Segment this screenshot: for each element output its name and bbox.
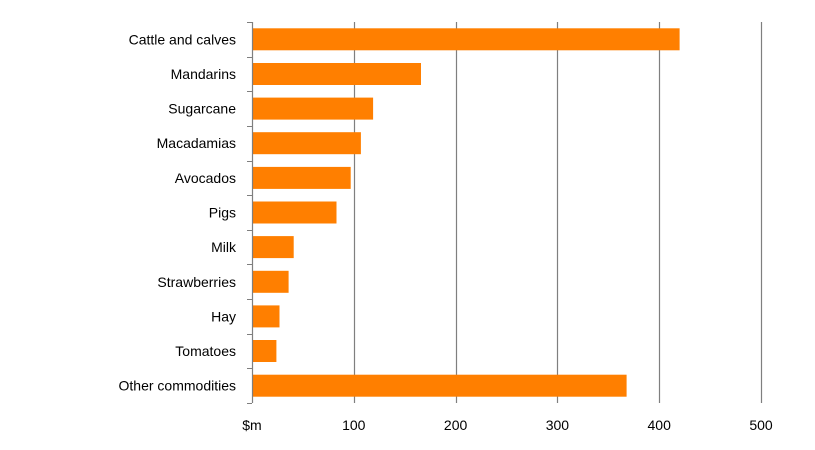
x-tick-label-500: 500 bbox=[749, 417, 773, 433]
category-label: Mandarins bbox=[171, 66, 236, 82]
category-label: Sugarcane bbox=[168, 101, 236, 117]
bar-milk bbox=[252, 236, 294, 259]
bar-cattle-and-calves bbox=[252, 28, 680, 51]
category-label: Cattle and calves bbox=[129, 31, 236, 47]
x-tick-label-300: 300 bbox=[546, 417, 570, 433]
bar-avocados bbox=[252, 166, 351, 189]
bar-macadamias bbox=[252, 132, 361, 155]
bars bbox=[252, 28, 680, 397]
category-label: Avocados bbox=[175, 170, 236, 186]
bar-tomatoes bbox=[252, 340, 277, 362]
bar-other-commodities bbox=[252, 374, 627, 397]
category-labels: Cattle and calves Mandarins Sugarcane Macad… bbox=[119, 31, 237, 393]
category-label: Milk bbox=[211, 239, 237, 255]
x-tick-labels: $m 100 200 300 400 500 bbox=[242, 417, 773, 433]
bar-mandarins bbox=[252, 63, 421, 85]
bar-sugarcane bbox=[252, 97, 374, 120]
x-tick-label-200: 200 bbox=[444, 417, 468, 433]
bar-hay bbox=[252, 305, 280, 328]
category-label: Tomatoes bbox=[175, 343, 236, 359]
x-tick-label-400: 400 bbox=[648, 417, 672, 433]
category-label: Hay bbox=[211, 308, 236, 324]
bar-strawberries bbox=[252, 270, 289, 293]
y-axis bbox=[247, 22, 254, 404]
x-tick-label-100: 100 bbox=[342, 417, 366, 433]
x-axis-label: $m bbox=[242, 417, 261, 433]
category-label: Other commodities bbox=[119, 378, 236, 394]
category-label: Strawberries bbox=[157, 274, 236, 290]
bar-pigs bbox=[252, 201, 337, 224]
grid-lines bbox=[353, 22, 763, 403]
category-label: Macadamias bbox=[157, 135, 236, 151]
category-label: Pigs bbox=[209, 205, 236, 221]
